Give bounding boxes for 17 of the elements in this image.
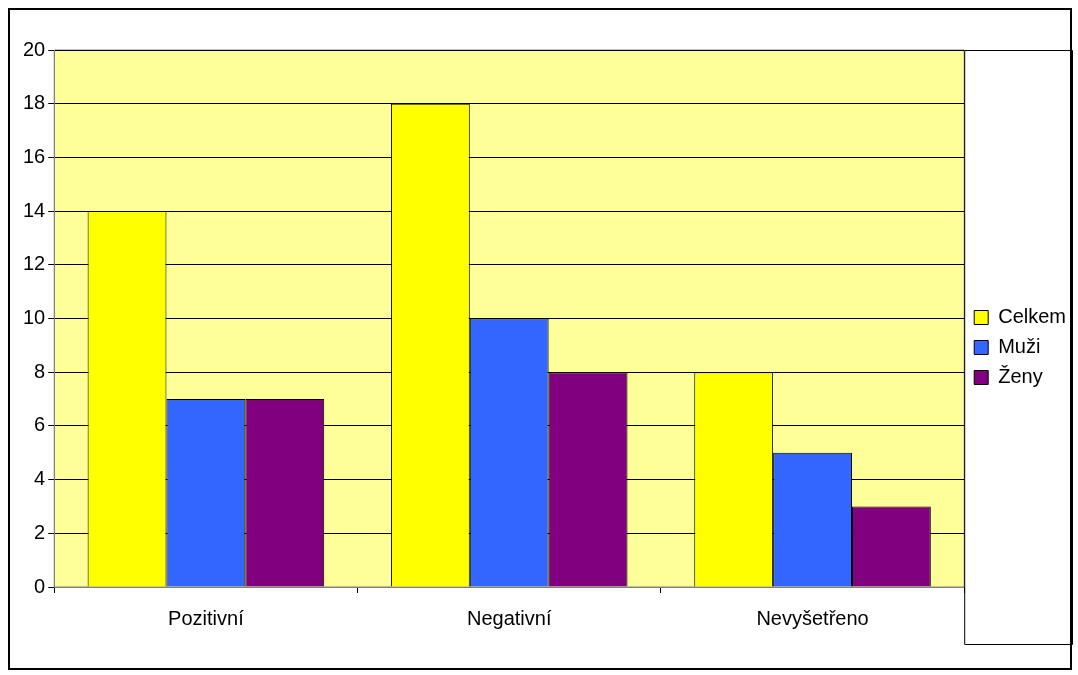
legend-label: Ženy [998,365,1043,388]
y-tick-label: 0 [34,574,46,597]
y-tick-label: 20 [23,37,46,60]
y-tick-label: 4 [34,467,46,490]
y-tick-label: 2 [34,520,46,543]
x-tick-label: Negativní [466,606,552,629]
legend-label: Muži [998,335,1041,358]
y-tick-label: 14 [23,198,46,221]
y-tick-label: 6 [34,413,46,436]
legend-label: Celkem [998,305,1066,328]
y-tick-label: 16 [23,144,46,167]
y-tick-label: 8 [34,359,46,382]
y-tick-label: 12 [23,252,46,275]
x-tick-label: Pozitivní [168,606,245,629]
y-tick-label: 10 [23,306,46,329]
x-tick-label: Nevyšetřeno [756,606,869,629]
y-tick-label: 18 [23,91,46,114]
